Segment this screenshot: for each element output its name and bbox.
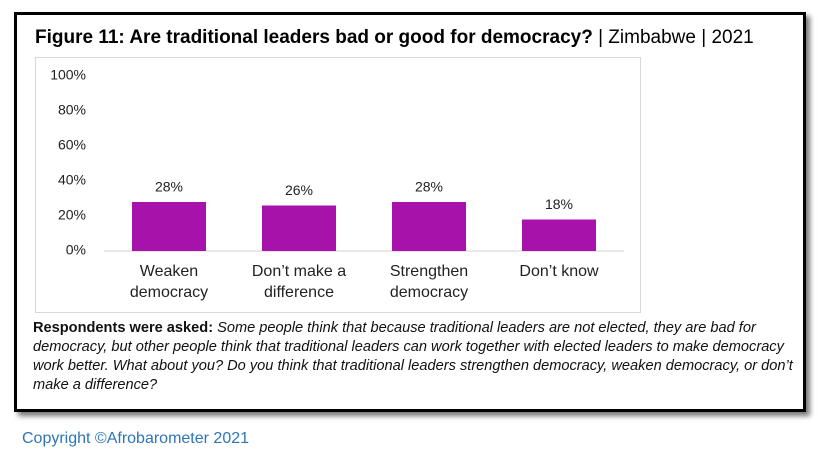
plot-area: 0% 20% 40% 60% 80% 100% 28% 26% 28% 18% Weaken de…	[35, 57, 641, 313]
y-tick-label: 20%	[58, 207, 86, 223]
y-tick-label: 40%	[58, 172, 86, 188]
note-text: Some people think that because tradition…	[33, 320, 793, 393]
y-tick-label: 0%	[66, 242, 86, 258]
y-tick-label: 80%	[58, 102, 86, 118]
figure-frame: Figure 11: Are traditional leaders bad o…	[14, 12, 806, 412]
value-label: 28%	[415, 179, 443, 195]
y-tick-label: 60%	[58, 137, 86, 153]
bar	[522, 219, 596, 251]
value-label: 26%	[285, 182, 313, 198]
bar	[262, 205, 336, 251]
chart-title: Figure 11: Are traditional leaders bad o…	[35, 27, 593, 48]
note-label: Respondents were asked:	[33, 320, 214, 336]
copyright: Copyright ©Afrobarometer 2021	[22, 430, 250, 447]
bar	[132, 202, 206, 251]
x-tick-label: Don’t know	[519, 263, 599, 280]
question-note: Respondents were asked: Some people thin…	[33, 319, 798, 395]
value-label: 18%	[545, 196, 573, 212]
value-label: 28%	[155, 179, 183, 195]
title-line: Figure 11: Are traditional leaders bad o…	[35, 27, 754, 49]
x-tick-label: Don’t make a difference	[251, 263, 347, 301]
x-tick-label: Strengthen democracy	[389, 263, 469, 301]
bar	[392, 202, 466, 251]
x-tick-label: Weaken democracy	[129, 263, 209, 301]
y-tick-label: 100%	[50, 67, 86, 83]
chart: 0% 20% 40% 60% 80% 100% 28% 26% 28% 18%	[50, 67, 624, 258]
chart-subtitle: | Zimbabwe | 2021	[598, 27, 754, 48]
